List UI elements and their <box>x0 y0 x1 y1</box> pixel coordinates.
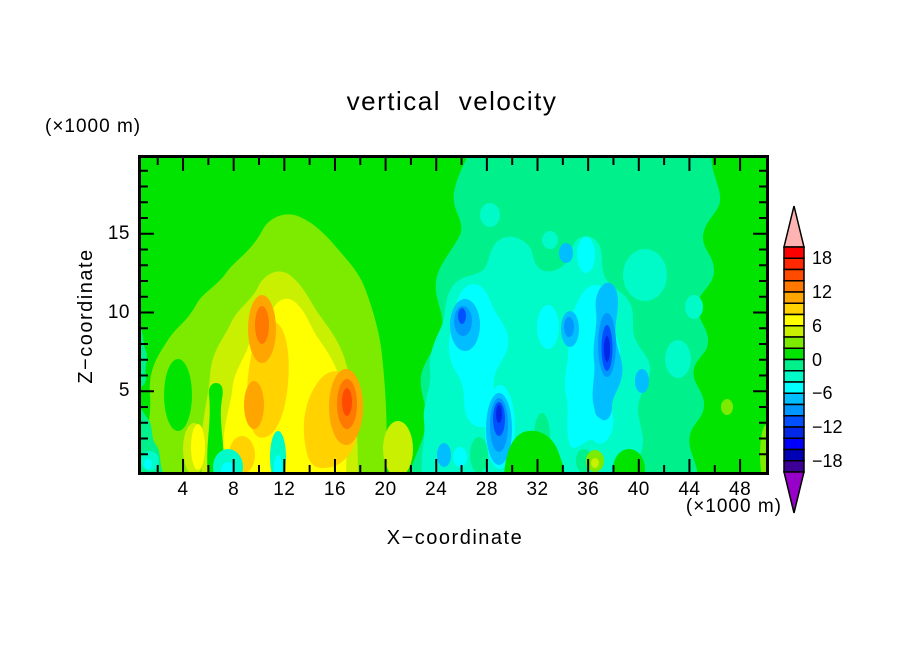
colorbar-label: 0 <box>812 349 823 370</box>
x-tick-label: 8 <box>228 479 240 500</box>
x-tick-label: 24 <box>425 479 448 500</box>
x-tick-label: 16 <box>323 479 347 500</box>
x-tick-label: 4 <box>177 479 189 500</box>
colorbar-label: −6 <box>812 383 833 404</box>
plot-frame <box>138 155 769 475</box>
x-tick-label: 36 <box>577 479 600 500</box>
colorbar-label: 18 <box>812 248 833 269</box>
z-tick-label: 10 <box>107 301 130 323</box>
colorbar-label: −18 <box>812 450 843 471</box>
contour-plot <box>138 155 769 475</box>
x-tick-label: 20 <box>374 479 397 500</box>
colorbar-label: 12 <box>812 282 833 302</box>
contour-field <box>138 155 769 475</box>
z-axis-unit-label: (×1000 m) <box>45 116 142 137</box>
x-tick-label: 44 <box>678 479 701 500</box>
x-tick-label: 32 <box>526 479 549 500</box>
colorbar <box>783 205 805 514</box>
x-axis-title: X−coordinate <box>386 527 524 549</box>
x-axis-unit-label: (×1000 m) <box>685 496 782 517</box>
x-tick-label: 48 <box>729 479 752 500</box>
x-tick-label: 40 <box>627 479 650 500</box>
z-tick-label: 15 <box>107 222 130 244</box>
x-tick-label: 28 <box>475 479 498 500</box>
axis-ticks <box>141 158 766 472</box>
x-tick-label: 12 <box>273 479 296 500</box>
plot-title: vertical velocity <box>346 86 558 116</box>
z-tick-label: 5 <box>118 380 130 402</box>
colorbar-label: −12 <box>812 417 843 437</box>
colorbar-label: 6 <box>812 315 823 336</box>
